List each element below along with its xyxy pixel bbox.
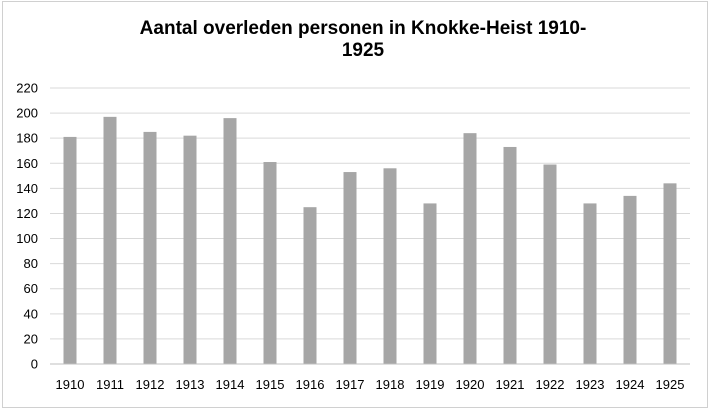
x-tick-label: 1912 [136,377,165,392]
y-tick-label: 0 [31,357,38,372]
bar-1914 [223,118,237,364]
y-tick-label: 60 [24,281,38,296]
x-tick-label: 1919 [416,377,445,392]
x-tick-label: 1917 [336,377,365,392]
chart-title: Aantal overleden personen in Knokke-Heis… [139,18,587,61]
bar-1913 [183,135,197,364]
x-tick-label: 1923 [576,377,605,392]
x-tick-label: 1910 [56,377,85,392]
bar-1922 [543,164,557,364]
x-tick-label: 1916 [296,377,325,392]
x-tick-label: 1914 [216,377,245,392]
bar-1910 [63,136,77,364]
x-tick-label: 1913 [176,377,205,392]
bar-1924 [623,195,637,364]
x-tick-label: 1915 [256,377,285,392]
bar-1911 [103,116,117,364]
bar-1920 [463,133,477,364]
y-tick-label: 40 [24,306,38,321]
bar-1916 [303,207,317,364]
y-tick-label: 220 [16,81,38,96]
bar-1921 [503,146,517,364]
bar-1918 [383,168,397,364]
bar-1912 [143,131,157,364]
y-tick-label: 160 [16,156,38,171]
bar-1915 [263,162,277,364]
x-tick-label: 1921 [496,377,525,392]
y-tick-label: 20 [24,331,38,346]
x-tick-label: 1925 [656,377,685,392]
bar-1925 [663,183,677,364]
x-tick-label: 1920 [456,377,485,392]
x-tick-label: 1922 [536,377,565,392]
x-tick-label: 1924 [616,377,645,392]
y-tick-label: 140 [16,181,38,196]
x-tick-label: 1911 [96,377,124,392]
y-tick-label: 100 [16,231,38,246]
y-tick-label: 180 [16,131,38,146]
bar-1923 [583,203,597,364]
y-tick-label: 120 [16,206,38,221]
y-tick-label: 80 [24,256,38,271]
bar-1917 [343,172,357,364]
x-tick-label: 1918 [376,377,405,392]
bar-1919 [423,203,437,364]
y-tick-label: 200 [16,106,38,121]
